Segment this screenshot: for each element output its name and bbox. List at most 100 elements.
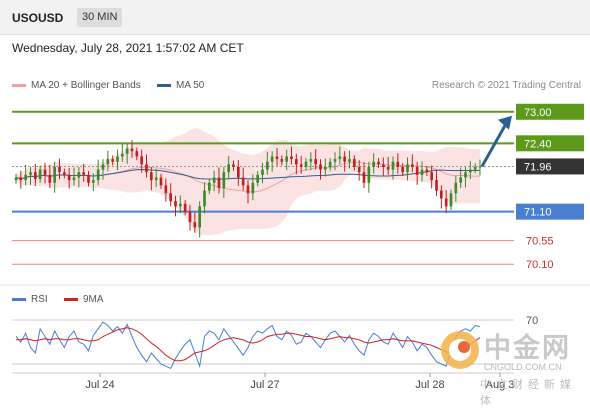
candle xyxy=(164,185,168,194)
candle xyxy=(309,159,313,162)
candle xyxy=(63,172,66,175)
candle xyxy=(328,161,332,167)
candle xyxy=(140,156,143,165)
candle xyxy=(449,193,453,207)
level-tag-71.96 xyxy=(516,158,584,175)
candle xyxy=(67,174,71,181)
candle xyxy=(145,164,148,173)
x-tick-label: Jul 28 xyxy=(415,379,444,391)
candle xyxy=(130,148,134,152)
candle xyxy=(92,180,95,183)
candle xyxy=(38,169,42,180)
candle xyxy=(353,159,356,167)
rsi-swatch xyxy=(12,297,26,301)
candle xyxy=(411,164,414,167)
legend-ma50: MA 50 xyxy=(157,80,204,91)
candle xyxy=(246,185,250,194)
candle xyxy=(116,156,119,162)
candle xyxy=(338,156,342,160)
candle xyxy=(401,166,404,173)
candle xyxy=(174,201,177,207)
candle xyxy=(478,166,482,168)
candle xyxy=(367,166,371,183)
target-arrow xyxy=(480,123,508,168)
candle xyxy=(34,172,37,180)
candle xyxy=(420,169,424,175)
candle xyxy=(304,161,308,167)
candle xyxy=(53,166,56,183)
legend-rsi-label: RSI xyxy=(31,294,48,305)
copyright-text: Research © 2021 Trading Central xyxy=(431,80,581,91)
candle xyxy=(222,172,226,188)
candle xyxy=(188,211,192,223)
candle xyxy=(101,164,105,170)
candle xyxy=(251,182,255,194)
candle xyxy=(106,159,110,165)
level-label-71.10: 71.10 xyxy=(524,207,552,219)
candle xyxy=(285,156,288,162)
candle xyxy=(203,190,206,207)
candle xyxy=(469,169,472,173)
candle xyxy=(266,161,269,170)
candle xyxy=(212,177,216,183)
candle xyxy=(473,166,477,170)
candle xyxy=(425,169,429,173)
legend-rsi: RSI xyxy=(12,294,48,305)
candle xyxy=(270,156,274,162)
candle xyxy=(261,169,264,175)
candle xyxy=(154,177,158,181)
candle xyxy=(111,159,114,162)
watermark: 中金网 CNGOLD.COM.CN 中文财经新媒体 xyxy=(440,322,585,407)
candle xyxy=(82,172,85,175)
candle xyxy=(159,177,163,186)
candle xyxy=(319,164,322,170)
candle xyxy=(48,174,52,183)
legend-bollinger-label: MA 20 + Bollinger Bands xyxy=(31,80,141,91)
candle xyxy=(87,174,90,183)
ma9-swatch xyxy=(64,297,78,301)
candle xyxy=(362,172,366,183)
candle xyxy=(256,174,259,183)
candle xyxy=(444,198,448,207)
candle xyxy=(314,159,317,165)
level-label-72.40: 72.40 xyxy=(524,138,552,150)
bollinger-swatch xyxy=(12,83,26,87)
candle xyxy=(357,166,361,173)
candle xyxy=(415,166,419,175)
ma50-swatch xyxy=(157,83,171,87)
candle xyxy=(275,156,279,160)
candle xyxy=(459,177,462,183)
candle xyxy=(29,172,32,175)
legend-9ma: 9MA xyxy=(64,294,104,305)
candle xyxy=(208,182,211,191)
candle xyxy=(391,161,395,170)
timeframe-badge[interactable]: 30 MIN xyxy=(77,8,123,27)
candle xyxy=(43,169,47,175)
candle xyxy=(135,151,139,157)
candle xyxy=(121,153,124,157)
watermark-url: CNGOLD.COM.CN xyxy=(484,362,562,372)
chart-header: USOUSD 30 MIN xyxy=(0,0,590,35)
legend-bollinger: MA 20 + Bollinger Bands xyxy=(12,80,141,91)
candle xyxy=(382,164,385,167)
x-tick-label: Jul 27 xyxy=(250,379,279,391)
candle xyxy=(324,166,327,170)
candle xyxy=(72,177,76,181)
candle xyxy=(77,172,81,178)
candle xyxy=(169,193,172,202)
x-tick-label: Aug 3 xyxy=(486,379,515,391)
candle xyxy=(464,172,467,178)
candle xyxy=(386,166,390,170)
candle xyxy=(232,164,235,167)
candle xyxy=(348,159,351,162)
level-label-70.10: 70.10 xyxy=(526,259,554,271)
candle xyxy=(435,180,438,191)
candle xyxy=(406,164,409,173)
candle xyxy=(198,206,201,228)
candle xyxy=(183,203,187,212)
legend-ma50-label: MA 50 xyxy=(176,80,205,91)
legend-9ma-label: 9MA xyxy=(83,294,104,305)
candle xyxy=(430,172,433,181)
watermark-logo-icon xyxy=(441,331,479,369)
